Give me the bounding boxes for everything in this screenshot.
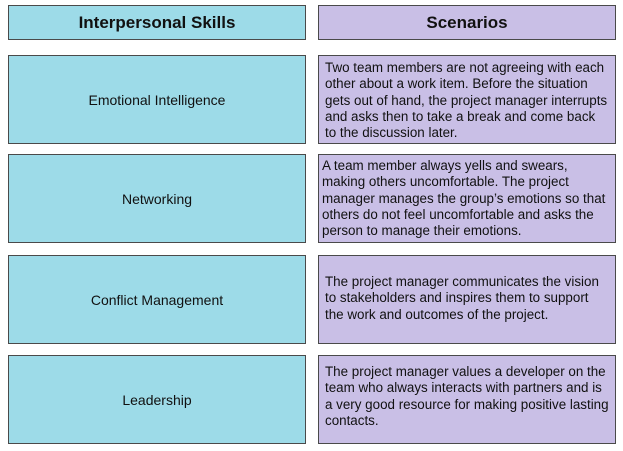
interpersonal-skills-header: Interpersonal Skills <box>8 5 306 40</box>
scenario-3[interactable]: The project manager communicates the vis… <box>318 255 616 344</box>
skill-leadership[interactable]: Leadership <box>8 355 306 444</box>
skill-networking[interactable]: Networking <box>8 154 306 243</box>
skill-emotional-intelligence[interactable]: Emotional Intelligence <box>8 55 306 144</box>
scenarios-header: Scenarios <box>318 5 616 40</box>
skill-conflict-management[interactable]: Conflict Management <box>8 255 306 344</box>
scenario-2[interactable]: A team member always yells and swears, m… <box>318 154 616 243</box>
scenario-1[interactable]: Two team members are not agreeing with e… <box>318 55 616 144</box>
scenario-4[interactable]: The project manager values a developer o… <box>318 355 616 444</box>
